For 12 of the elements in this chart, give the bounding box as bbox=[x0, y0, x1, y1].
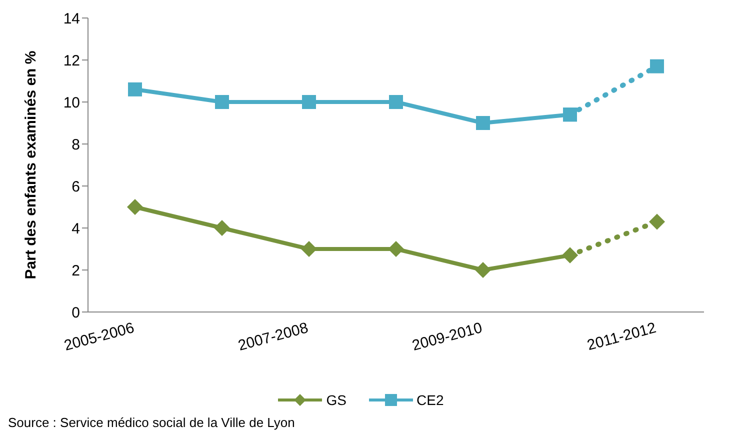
y-tick-label: 10 bbox=[63, 94, 80, 112]
legend-label: CE2 bbox=[416, 392, 444, 408]
legend-label: GS bbox=[325, 392, 346, 408]
y-tick-label: 8 bbox=[72, 136, 80, 154]
y-tick-label: 4 bbox=[72, 220, 80, 238]
y-axis-title: Part des enfants examinés en % bbox=[22, 50, 40, 280]
source-note: Source : Service médico social de la Ville de Lyon bbox=[8, 415, 295, 430]
y-tick-label: 12 bbox=[63, 52, 80, 70]
y-tick-label: 6 bbox=[72, 178, 80, 196]
y-tick-label: 14 bbox=[63, 10, 80, 28]
y-tick-label: 2 bbox=[72, 262, 80, 280]
y-tick-label: 0 bbox=[72, 304, 80, 322]
